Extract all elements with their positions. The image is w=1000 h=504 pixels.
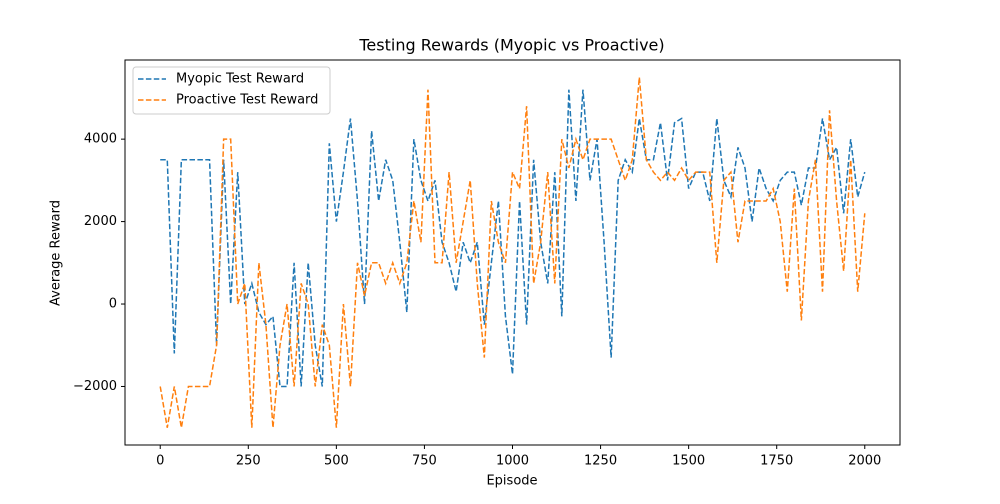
y-axis-label: Average Reward [49, 200, 64, 306]
y-tick-label: 4000 [84, 132, 117, 147]
x-tick-label: 0 [156, 454, 164, 469]
x-tick-label: 250 [236, 454, 261, 469]
series-line [160, 89, 866, 388]
x-tick-label: 1250 [584, 454, 617, 469]
y-tick-label: −2000 [73, 379, 117, 394]
legend-label: Proactive Test Reward [176, 93, 318, 108]
y-tick-label: 2000 [84, 214, 117, 229]
plot-frame [124, 59, 901, 446]
x-tick-label: 750 [412, 454, 437, 469]
legend-box [132, 66, 331, 115]
x-tick-label: 1500 [672, 454, 705, 469]
x-tick-label: 2000 [848, 454, 881, 469]
legend-label: Myopic Test Reward [176, 72, 304, 87]
x-tick-label: 1000 [496, 454, 529, 469]
series-line [159, 77, 866, 428]
chart-title: Testing Rewards (Myopic vs Proactive) [358, 36, 664, 55]
x-axis-label: Episode [486, 474, 537, 489]
x-tick-label: 500 [324, 454, 349, 469]
y-tick-label: 0 [109, 297, 117, 312]
x-tick-label: 1750 [760, 454, 793, 469]
